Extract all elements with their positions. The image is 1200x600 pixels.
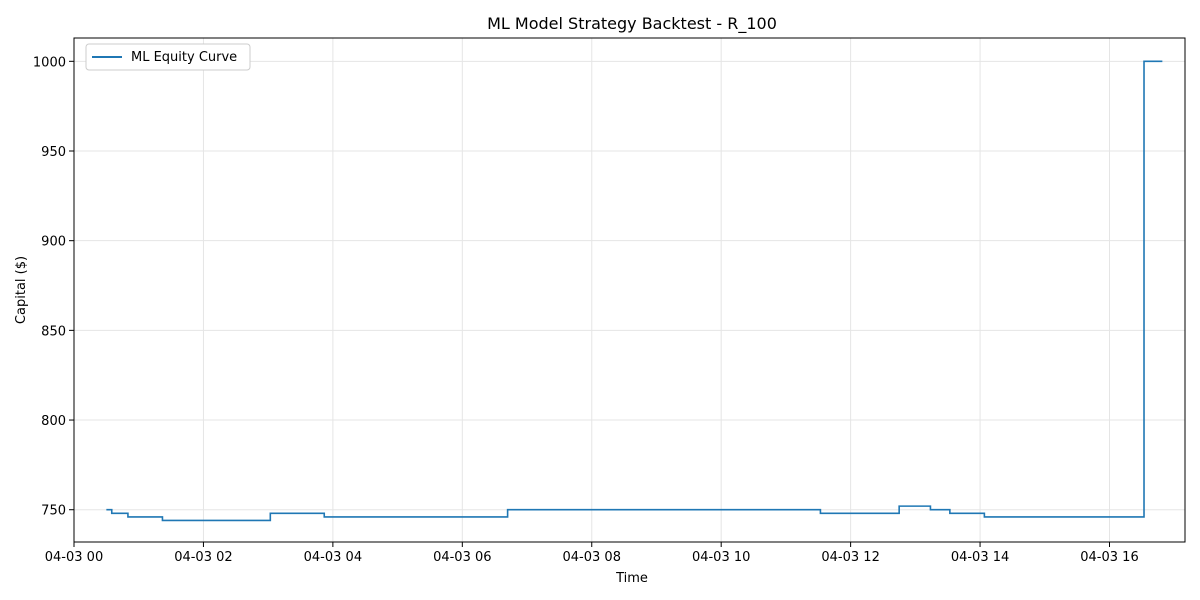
grid — [73, 38, 1185, 542]
x-tick-label: 04-03 06 — [433, 550, 491, 565]
y-tick-label: 850 — [41, 324, 66, 339]
x-tick-label: 04-03 08 — [563, 550, 621, 565]
x-tick-label: 04-03 12 — [821, 550, 879, 565]
axis-ticks: 04-03 00 04-03 02 04-03 04 04-03 06 04-03 08… — [33, 55, 1139, 565]
x-axis-label: Time — [615, 571, 648, 586]
x-tick-label: 04-03 04 — [304, 550, 362, 565]
plot-area — [73, 37, 1186, 543]
y-tick-label: 950 — [41, 145, 66, 160]
y-axis-label: Capital ($) — [14, 256, 29, 324]
x-tick-label: 04-03 14 — [951, 550, 1009, 565]
chart-title: ML Model Strategy Backtest - R_100 — [487, 14, 777, 34]
series-layer — [106, 60, 1163, 522]
x-tick-label: 04-03 10 — [692, 550, 750, 565]
legend: ML Equity Curve — [85, 43, 251, 71]
legend-box — [85, 43, 251, 71]
y-tick-label: 750 — [41, 504, 66, 519]
y-tick-label: 800 — [41, 414, 66, 429]
x-tick-label: 04-03 02 — [174, 550, 232, 565]
x-tick-label: 04-03 00 — [45, 550, 103, 565]
legend-label: ML Equity Curve — [131, 50, 237, 65]
equity-curve-line — [106, 60, 1163, 522]
y-tick-label: 900 — [41, 235, 66, 250]
x-tick-label: 04-03 16 — [1080, 550, 1138, 565]
y-tick-label: 1000 — [33, 55, 66, 70]
